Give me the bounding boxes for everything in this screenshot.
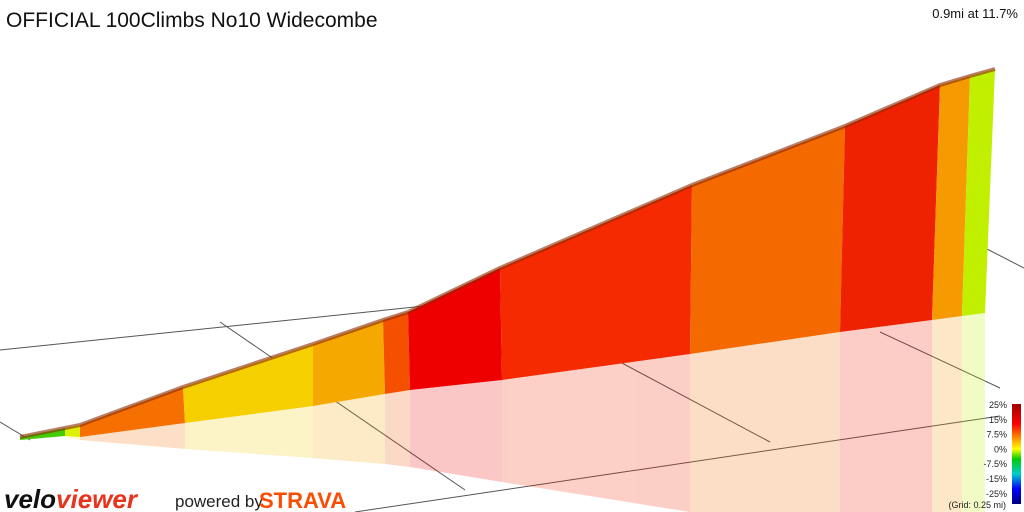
legend-label: -25% [986, 489, 1007, 499]
powered-by: powered by [175, 492, 263, 511]
title: OFFICIAL 100Climbs No10 Widecombe [6, 9, 378, 32]
shadow [65, 313, 985, 512]
legend-label: 15% [989, 415, 1007, 425]
legend-label: -15% [986, 474, 1007, 484]
strava-logo: STRAVA [259, 488, 346, 512]
legend-label: 7.5% [986, 430, 1007, 440]
legend-label: 0% [994, 444, 1007, 454]
legend-label: -7.5% [983, 459, 1007, 469]
brand-viewer: viewer [56, 484, 139, 512]
profile-faces [19, 67, 996, 440]
legend: 25% 15% 7.5% 0% -7.5% -15% -25% [983, 400, 1007, 499]
grid-note: (Grid: 0.25 mi) [948, 500, 1006, 510]
legend-label: 25% [989, 400, 1007, 410]
brand-velo: velo [4, 484, 56, 512]
summary: 0.9mi at 11.7% [932, 6, 1018, 21]
brand-logo: veloviewer [4, 484, 139, 512]
color-bar [1012, 404, 1021, 504]
